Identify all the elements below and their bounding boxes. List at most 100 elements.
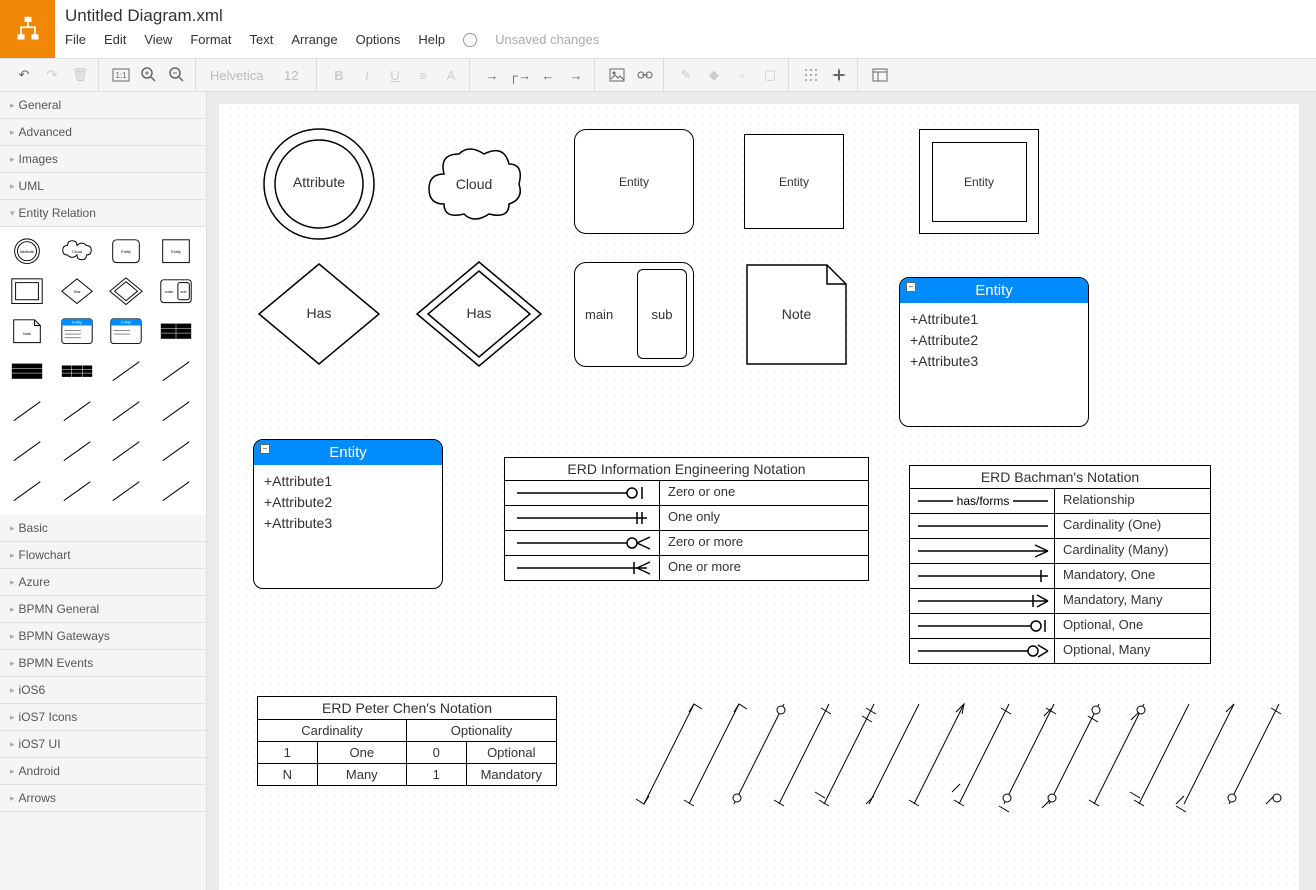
collapse-icon[interactable]: − [260, 444, 270, 454]
connector-straight-button[interactable]: → [480, 63, 504, 87]
menu-edit[interactable]: Edit [104, 32, 126, 47]
sidebar-section-ios7-ui[interactable]: iOS7 UI [0, 731, 206, 758]
connector-lines-group[interactable] [634, 694, 1294, 817]
menu-arrange[interactable]: Arrange [291, 32, 337, 47]
palette-note-shape[interactable]: Note [6, 313, 48, 349]
erd-bachman-table[interactable]: ERD Bachman's Notation has/formsRelation… [909, 465, 1211, 664]
language-icon[interactable] [463, 33, 477, 47]
arrow-start-button[interactable]: ← [536, 63, 560, 87]
sidebar-section-bpmn-gateways[interactable]: BPMN Gateways [0, 623, 206, 650]
palette-line7-shape[interactable] [6, 433, 48, 469]
bold-button[interactable]: B [327, 63, 351, 87]
zoom-reset-button[interactable]: 1:1 [109, 63, 133, 87]
palette-line12-shape[interactable] [56, 473, 98, 509]
sidebar-section-ios7-icons[interactable]: iOS7 Icons [0, 704, 206, 731]
palette-entity-card-blue2-shape[interactable]: Entity [105, 313, 147, 349]
align-button[interactable]: ≡ [411, 63, 435, 87]
zoom-out-button[interactable] [165, 63, 189, 87]
grid-dots-button[interactable] [799, 63, 823, 87]
layout-panel-button[interactable] [868, 63, 892, 87]
palette-table-dark-shape[interactable] [155, 313, 197, 349]
palette-table-dark2-shape[interactable] [6, 353, 48, 389]
palette-line10-shape[interactable] [155, 433, 197, 469]
italic-button[interactable]: I [355, 63, 379, 87]
erd-ie-table[interactable]: ERD Information Engineering Notation Zer… [504, 457, 869, 581]
palette-entity-card-blue-shape[interactable]: Entity [56, 313, 98, 349]
palette-line8-shape[interactable] [56, 433, 98, 469]
palette-attribute-shape[interactable]: Attribute [6, 233, 48, 269]
has-double-diamond-shape[interactable]: Has [414, 259, 544, 372]
has-diamond-shape[interactable]: Has [254, 259, 384, 372]
palette-line13-shape[interactable] [105, 473, 147, 509]
palette-entity-rounded-shape[interactable]: Entity [105, 233, 147, 269]
sidebar-section-general[interactable]: General [0, 92, 206, 119]
line-color-button[interactable]: ✎ [674, 63, 698, 87]
palette-line14-shape[interactable] [155, 473, 197, 509]
delete-button[interactable]: 🗑 [68, 63, 92, 87]
entity-card-shape[interactable]: − Entity +Attribute1+Attribute2+Attribut… [899, 277, 1089, 427]
palette-line3-shape[interactable] [6, 393, 48, 429]
sidebar-section-arrows[interactable]: Arrows [0, 785, 206, 812]
palette-line11-shape[interactable] [6, 473, 48, 509]
main-sub-shape[interactable]: main sub [574, 262, 694, 367]
grid-lines-button[interactable] [827, 63, 851, 87]
entity-square-shape[interactable]: Entity [744, 134, 844, 229]
palette-main-sub-shape[interactable]: mainsub [155, 273, 197, 309]
cloud-shape[interactable]: Cloud [419, 134, 529, 237]
redo-button[interactable]: ↷ [40, 63, 64, 87]
underline-button[interactable]: U [383, 63, 407, 87]
menu-format[interactable]: Format [190, 32, 231, 47]
font-color-button[interactable]: A [439, 63, 463, 87]
sidebar-section-bpmn-events[interactable]: BPMN Events [0, 650, 206, 677]
connector-orthogonal-button[interactable]: ┌→ [508, 63, 532, 87]
undo-button[interactable]: ↶ [12, 63, 36, 87]
palette-line2-shape[interactable] [155, 353, 197, 389]
sidebar-section-bpmn-general[interactable]: BPMN General [0, 596, 206, 623]
palette-line5-shape[interactable] [105, 393, 147, 429]
style-button[interactable]: ▢ [758, 63, 782, 87]
entity-card2-shape[interactable]: − Entity +Attribute1+Attribute2+Attribut… [253, 439, 443, 589]
sidebar-section-android[interactable]: Android [0, 758, 206, 785]
shadow-button[interactable]: ▫ [730, 63, 754, 87]
canvas[interactable]: Attribute Cloud Entity Entity Entity [219, 104, 1299, 890]
palette-entity-square-shape[interactable]: Entity [155, 233, 197, 269]
palette-entity-double-shape[interactable] [6, 273, 48, 309]
attribute-shape[interactable]: Attribute [259, 124, 379, 247]
fill-color-button[interactable]: ◆ [702, 63, 726, 87]
sidebar-section-entity-relation[interactable]: Entity Relation [0, 200, 206, 227]
menu-options[interactable]: Options [356, 32, 401, 47]
menu-help[interactable]: Help [418, 32, 445, 47]
font-size-input[interactable] [280, 66, 310, 85]
image-button[interactable] [605, 63, 629, 87]
erd-chen-table[interactable]: ERD Peter Chen's Notation Cardinality Op… [257, 696, 557, 786]
sidebar-section-advanced[interactable]: Advanced [0, 119, 206, 146]
arrow-end-button[interactable]: → [564, 63, 588, 87]
menu-file[interactable]: File [65, 32, 86, 47]
sidebar-section-azure[interactable]: Azure [0, 569, 206, 596]
canvas-area[interactable]: Attribute Cloud Entity Entity Entity [207, 92, 1316, 890]
sidebar-section-ios6[interactable]: iOS6 [0, 677, 206, 704]
palette-table-dark3-shape[interactable] [56, 353, 98, 389]
collapse-icon[interactable]: − [906, 282, 916, 292]
sidebar-section-images[interactable]: Images [0, 146, 206, 173]
palette-line1-shape[interactable] [105, 353, 147, 389]
palette-has-diamond-shape[interactable]: Has [56, 273, 98, 309]
menu-text[interactable]: Text [249, 32, 273, 47]
palette-has-double-diamond-shape[interactable] [105, 273, 147, 309]
palette-cloud-shape[interactable]: Cloud [56, 233, 98, 269]
note-shape[interactable]: Note [744, 262, 849, 370]
palette-line4-shape[interactable] [56, 393, 98, 429]
sidebar-section-basic[interactable]: Basic [0, 515, 206, 542]
link-button[interactable] [633, 63, 657, 87]
font-family-input[interactable] [206, 66, 276, 85]
document-title[interactable]: Untitled Diagram.xml [65, 6, 1306, 26]
entity-rounded-shape[interactable]: Entity [574, 129, 694, 234]
app-logo[interactable] [0, 0, 55, 58]
entity-double-shape[interactable]: Entity [919, 129, 1039, 234]
palette-line9-shape[interactable] [105, 433, 147, 469]
zoom-in-button[interactable] [137, 63, 161, 87]
menu-view[interactable]: View [144, 32, 172, 47]
sidebar-section-flowchart[interactable]: Flowchart [0, 542, 206, 569]
palette-line6-shape[interactable] [155, 393, 197, 429]
sidebar-section-uml[interactable]: UML [0, 173, 206, 200]
